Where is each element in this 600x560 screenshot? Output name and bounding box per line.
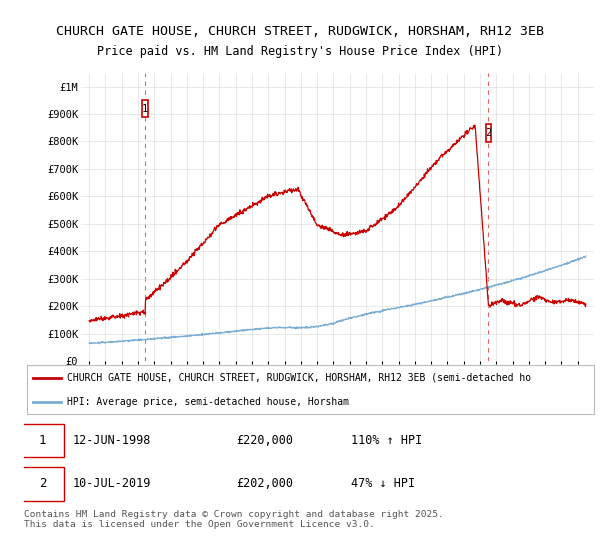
FancyBboxPatch shape [21,423,64,458]
Text: 2: 2 [485,128,491,138]
Text: £202,000: £202,000 [236,477,293,491]
Text: HPI: Average price, semi-detached house, Horsham: HPI: Average price, semi-detached house,… [67,396,349,407]
Text: Price paid vs. HM Land Registry's House Price Index (HPI): Price paid vs. HM Land Registry's House … [97,45,503,58]
Text: 47% ↓ HPI: 47% ↓ HPI [350,477,415,491]
Text: £220,000: £220,000 [236,434,293,447]
Text: 1: 1 [39,434,46,447]
Text: 12-JUN-1998: 12-JUN-1998 [73,434,151,447]
FancyBboxPatch shape [21,467,64,501]
FancyBboxPatch shape [485,124,491,142]
Text: 10-JUL-2019: 10-JUL-2019 [73,477,151,491]
Text: 2: 2 [39,477,46,491]
Text: CHURCH GATE HOUSE, CHURCH STREET, RUDGWICK, HORSHAM, RH12 3EB: CHURCH GATE HOUSE, CHURCH STREET, RUDGWI… [56,25,544,38]
Text: CHURCH GATE HOUSE, CHURCH STREET, RUDGWICK, HORSHAM, RH12 3EB (semi-detached ho: CHURCH GATE HOUSE, CHURCH STREET, RUDGWI… [67,373,531,383]
Text: Contains HM Land Registry data © Crown copyright and database right 2025.
This d: Contains HM Land Registry data © Crown c… [24,510,444,529]
FancyBboxPatch shape [142,100,148,118]
Text: 110% ↑ HPI: 110% ↑ HPI [350,434,422,447]
Text: 1: 1 [142,104,148,114]
FancyBboxPatch shape [27,365,594,414]
